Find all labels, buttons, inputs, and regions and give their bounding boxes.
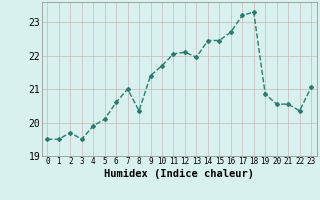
X-axis label: Humidex (Indice chaleur): Humidex (Indice chaleur) (104, 169, 254, 179)
